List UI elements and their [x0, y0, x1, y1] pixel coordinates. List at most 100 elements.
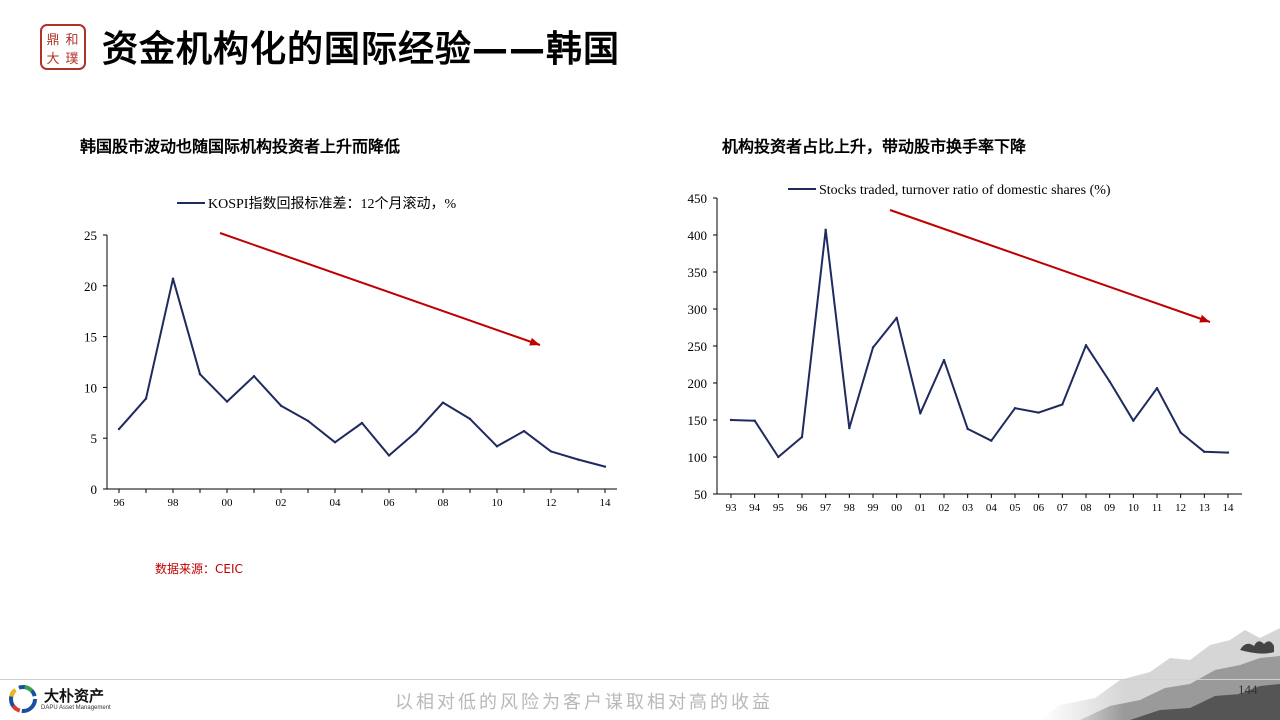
- left-chart-trend-arrowhead-icon: [529, 337, 540, 346]
- right-chart-x-tick-label: 06: [1033, 502, 1045, 514]
- right-chart-x-tick-label: 10: [1128, 502, 1140, 514]
- right-chart-x-tick-label: 13: [1199, 502, 1211, 514]
- right-chart-data-point: [1179, 431, 1182, 434]
- seal-char-3: 大: [46, 52, 59, 67]
- left-chart-data-point: [360, 421, 364, 425]
- brand-name-cn: 大朴资产: [44, 687, 105, 705]
- ink-landscape-decoration: [1040, 610, 1280, 720]
- left-chart-data-point: [117, 427, 121, 431]
- left-chart-data-point: [522, 429, 526, 433]
- left-chart-data-point: [171, 277, 175, 280]
- right-chart-y-tick-label: 150: [688, 413, 708, 428]
- brand-ring-icon: [9, 685, 37, 713]
- right-chart-data-point: [1226, 451, 1230, 454]
- left-chart-x-tick-label: 14: [600, 497, 612, 509]
- right-chart-data-point: [990, 439, 993, 442]
- page-number: 144: [1238, 682, 1258, 697]
- right-chart-series-line: [730, 228, 1229, 458]
- right-chart-data-point: [871, 346, 875, 349]
- seal-char-2: 和: [65, 33, 78, 48]
- left-chart-y-tick-label: 15: [84, 330, 97, 345]
- left-chart-y-tick-label: 10: [84, 380, 97, 395]
- left-chart-y-tick-label: 5: [91, 431, 98, 446]
- right-chart-data-point: [1037, 411, 1040, 414]
- right-chart-data-point: [895, 316, 898, 320]
- right-chart-data-point: [848, 426, 851, 430]
- right-chart-x-tick-label: 12: [1175, 502, 1186, 514]
- left-chart-data-point: [549, 450, 553, 453]
- right-chart-x-tick-label: 02: [939, 502, 950, 514]
- left-chart-x-tick-label: 00: [222, 497, 234, 509]
- left-chart-legend-label: KOSPI指数回报标准差：12个月滚动，%: [208, 195, 456, 212]
- right-chart-x-tick-label: 03: [962, 502, 974, 514]
- right-chart-data-point: [1203, 450, 1206, 454]
- data-source-note: 数据来源：CEIC: [155, 562, 243, 576]
- right-chart-trend-arrowhead-icon: [1199, 314, 1210, 323]
- right-chart-y-tick-label: 300: [688, 302, 708, 317]
- right-chart-x-tick-label: 04: [986, 502, 998, 514]
- left-chart-data-point: [414, 430, 418, 434]
- right-chart-x-tick-label: 11: [1152, 502, 1163, 514]
- left-chart-data-point: [441, 401, 445, 404]
- right-chart-data-point: [800, 435, 804, 439]
- left-chart-data-point: [603, 465, 607, 468]
- left-chart-x-tick-label: 98: [168, 497, 180, 509]
- left-chart-y-tick-label: 0: [91, 482, 98, 497]
- left-chart-data-point: [144, 397, 148, 400]
- right-chart-y-tick-label: 250: [688, 339, 708, 354]
- right-chart-x-tick-label: 96: [797, 502, 809, 514]
- right-chart-x-tick-label: 99: [868, 502, 880, 514]
- right-chart-x-tick-label: 01: [915, 502, 926, 514]
- right-chart-x-tick-label: 93: [726, 502, 738, 514]
- left-chart-x-tick-label: 02: [276, 497, 287, 509]
- left-chart-y-tick-label: 20: [84, 279, 97, 294]
- right-chart-x-tick-label: 98: [844, 502, 856, 514]
- left-chart-x-tick-label: 96: [114, 497, 126, 509]
- left-chart-x-tick-label: 12: [546, 497, 557, 509]
- left-chart-trend-arrow-icon: [219, 232, 541, 346]
- right-chart-data-point: [753, 419, 756, 422]
- left-chart-x-tick-label: 08: [438, 497, 450, 509]
- right-chart-title: 机构投资者占比上升，带动股市换手率下降: [722, 137, 1027, 156]
- footer-brand: 大朴资产 DAPU Asset Management: [8, 684, 118, 716]
- left-chart-data-point: [495, 445, 499, 448]
- right-chart-data-point: [966, 427, 969, 431]
- right-chart-data-point: [1108, 380, 1111, 383]
- left-chart-data-point: [468, 417, 472, 421]
- left-chart-data-point: [252, 375, 256, 378]
- right-chart-data-point: [1013, 406, 1017, 410]
- right-chart-data-point: [942, 358, 946, 362]
- footer-divider: [0, 679, 1280, 680]
- right-chart-data-point: [777, 455, 780, 459]
- company-seal-logo: 鼎 和 大 璞: [40, 24, 86, 70]
- right-chart-x-tick-label: 05: [1010, 502, 1022, 514]
- left-chart-x-tick-label: 04: [330, 497, 342, 509]
- right-chart-data-point: [729, 418, 733, 422]
- left-chart-data-point: [198, 372, 202, 376]
- left-chart-x-tick-label: 10: [492, 497, 504, 509]
- right-chart-data-point: [1061, 403, 1064, 406]
- right-chart-y-tick-label: 350: [688, 265, 708, 280]
- right-chart-y-tick-label: 400: [688, 228, 708, 243]
- left-chart-data-point: [387, 454, 391, 457]
- brand-name-en: DAPU Asset Management: [41, 705, 111, 711]
- right-chart-x-tick-label: 97: [820, 502, 832, 514]
- page-title: 资金机构化的国际经验——韩国: [102, 29, 621, 70]
- right-chart-y-tick-label: 100: [688, 450, 708, 465]
- left-chart-title: 韩国股市波动也随国际机构投资者上升而降低: [80, 137, 401, 156]
- left-chart-data-point: [225, 400, 229, 403]
- right-chart-x-tick-label: 14: [1223, 502, 1235, 514]
- right-chart-x-tick-label: 00: [891, 502, 903, 514]
- footer-slogan: 以相对低的风险为客户谋取相对高的收益: [395, 692, 773, 713]
- right-chart-data-point: [1132, 419, 1135, 422]
- left-chart-data-point: [333, 441, 337, 444]
- right-chart-legend-label: Stocks traded, turnover ratio of domesti…: [819, 183, 1111, 198]
- right-chart-x-tick-label: 07: [1057, 502, 1069, 514]
- right-chart-data-point: [919, 412, 922, 415]
- right-chart-y-tick-label: 450: [688, 191, 708, 206]
- left-chart-data-point: [306, 419, 310, 423]
- left-chart-data-point: [279, 404, 283, 407]
- seal-char-4: 璞: [65, 52, 78, 67]
